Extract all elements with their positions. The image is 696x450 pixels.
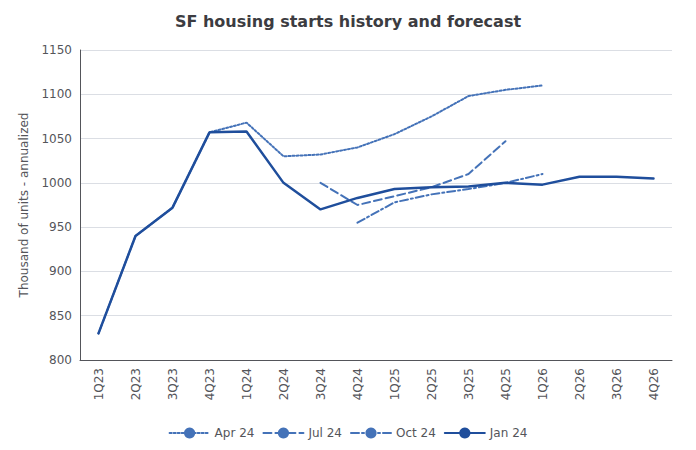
svg-text:850: 850: [49, 309, 72, 323]
svg-text:800: 800: [49, 353, 72, 367]
svg-text:3Q24: 3Q24: [314, 368, 328, 400]
svg-text:1050: 1050: [41, 132, 72, 146]
svg-text:Oct 24: Oct 24: [396, 426, 436, 440]
svg-text:4Q25: 4Q25: [499, 368, 513, 400]
svg-text:SF housing starts history and: SF housing starts history and forecast: [175, 12, 521, 31]
svg-text:Jul 24: Jul 24: [307, 426, 342, 440]
svg-text:2Q24: 2Q24: [277, 368, 291, 400]
svg-text:1Q24: 1Q24: [240, 368, 254, 400]
svg-text:950: 950: [49, 220, 72, 234]
svg-text:1Q23: 1Q23: [92, 368, 106, 400]
svg-text:3Q25: 3Q25: [462, 368, 476, 400]
svg-text:2Q25: 2Q25: [425, 368, 439, 400]
svg-text:1100: 1100: [41, 87, 72, 101]
svg-text:2Q26: 2Q26: [573, 368, 587, 400]
svg-text:4Q23: 4Q23: [203, 368, 217, 400]
svg-text:1150: 1150: [41, 43, 72, 57]
svg-text:1000: 1000: [41, 176, 72, 190]
svg-text:Thousand of units - annualized: Thousand of units - annualized: [17, 113, 31, 299]
svg-text:3Q23: 3Q23: [166, 368, 180, 400]
svg-text:2Q23: 2Q23: [129, 368, 143, 400]
svg-text:Jan 24: Jan 24: [489, 426, 528, 440]
svg-text:3Q26: 3Q26: [610, 368, 624, 400]
svg-text:900: 900: [49, 264, 72, 278]
svg-text:1Q25: 1Q25: [388, 368, 402, 400]
svg-text:4Q26: 4Q26: [647, 368, 661, 400]
svg-text:1Q26: 1Q26: [536, 368, 550, 400]
svg-text:4Q24: 4Q24: [351, 368, 365, 400]
svg-text:Apr 24: Apr 24: [215, 426, 255, 440]
